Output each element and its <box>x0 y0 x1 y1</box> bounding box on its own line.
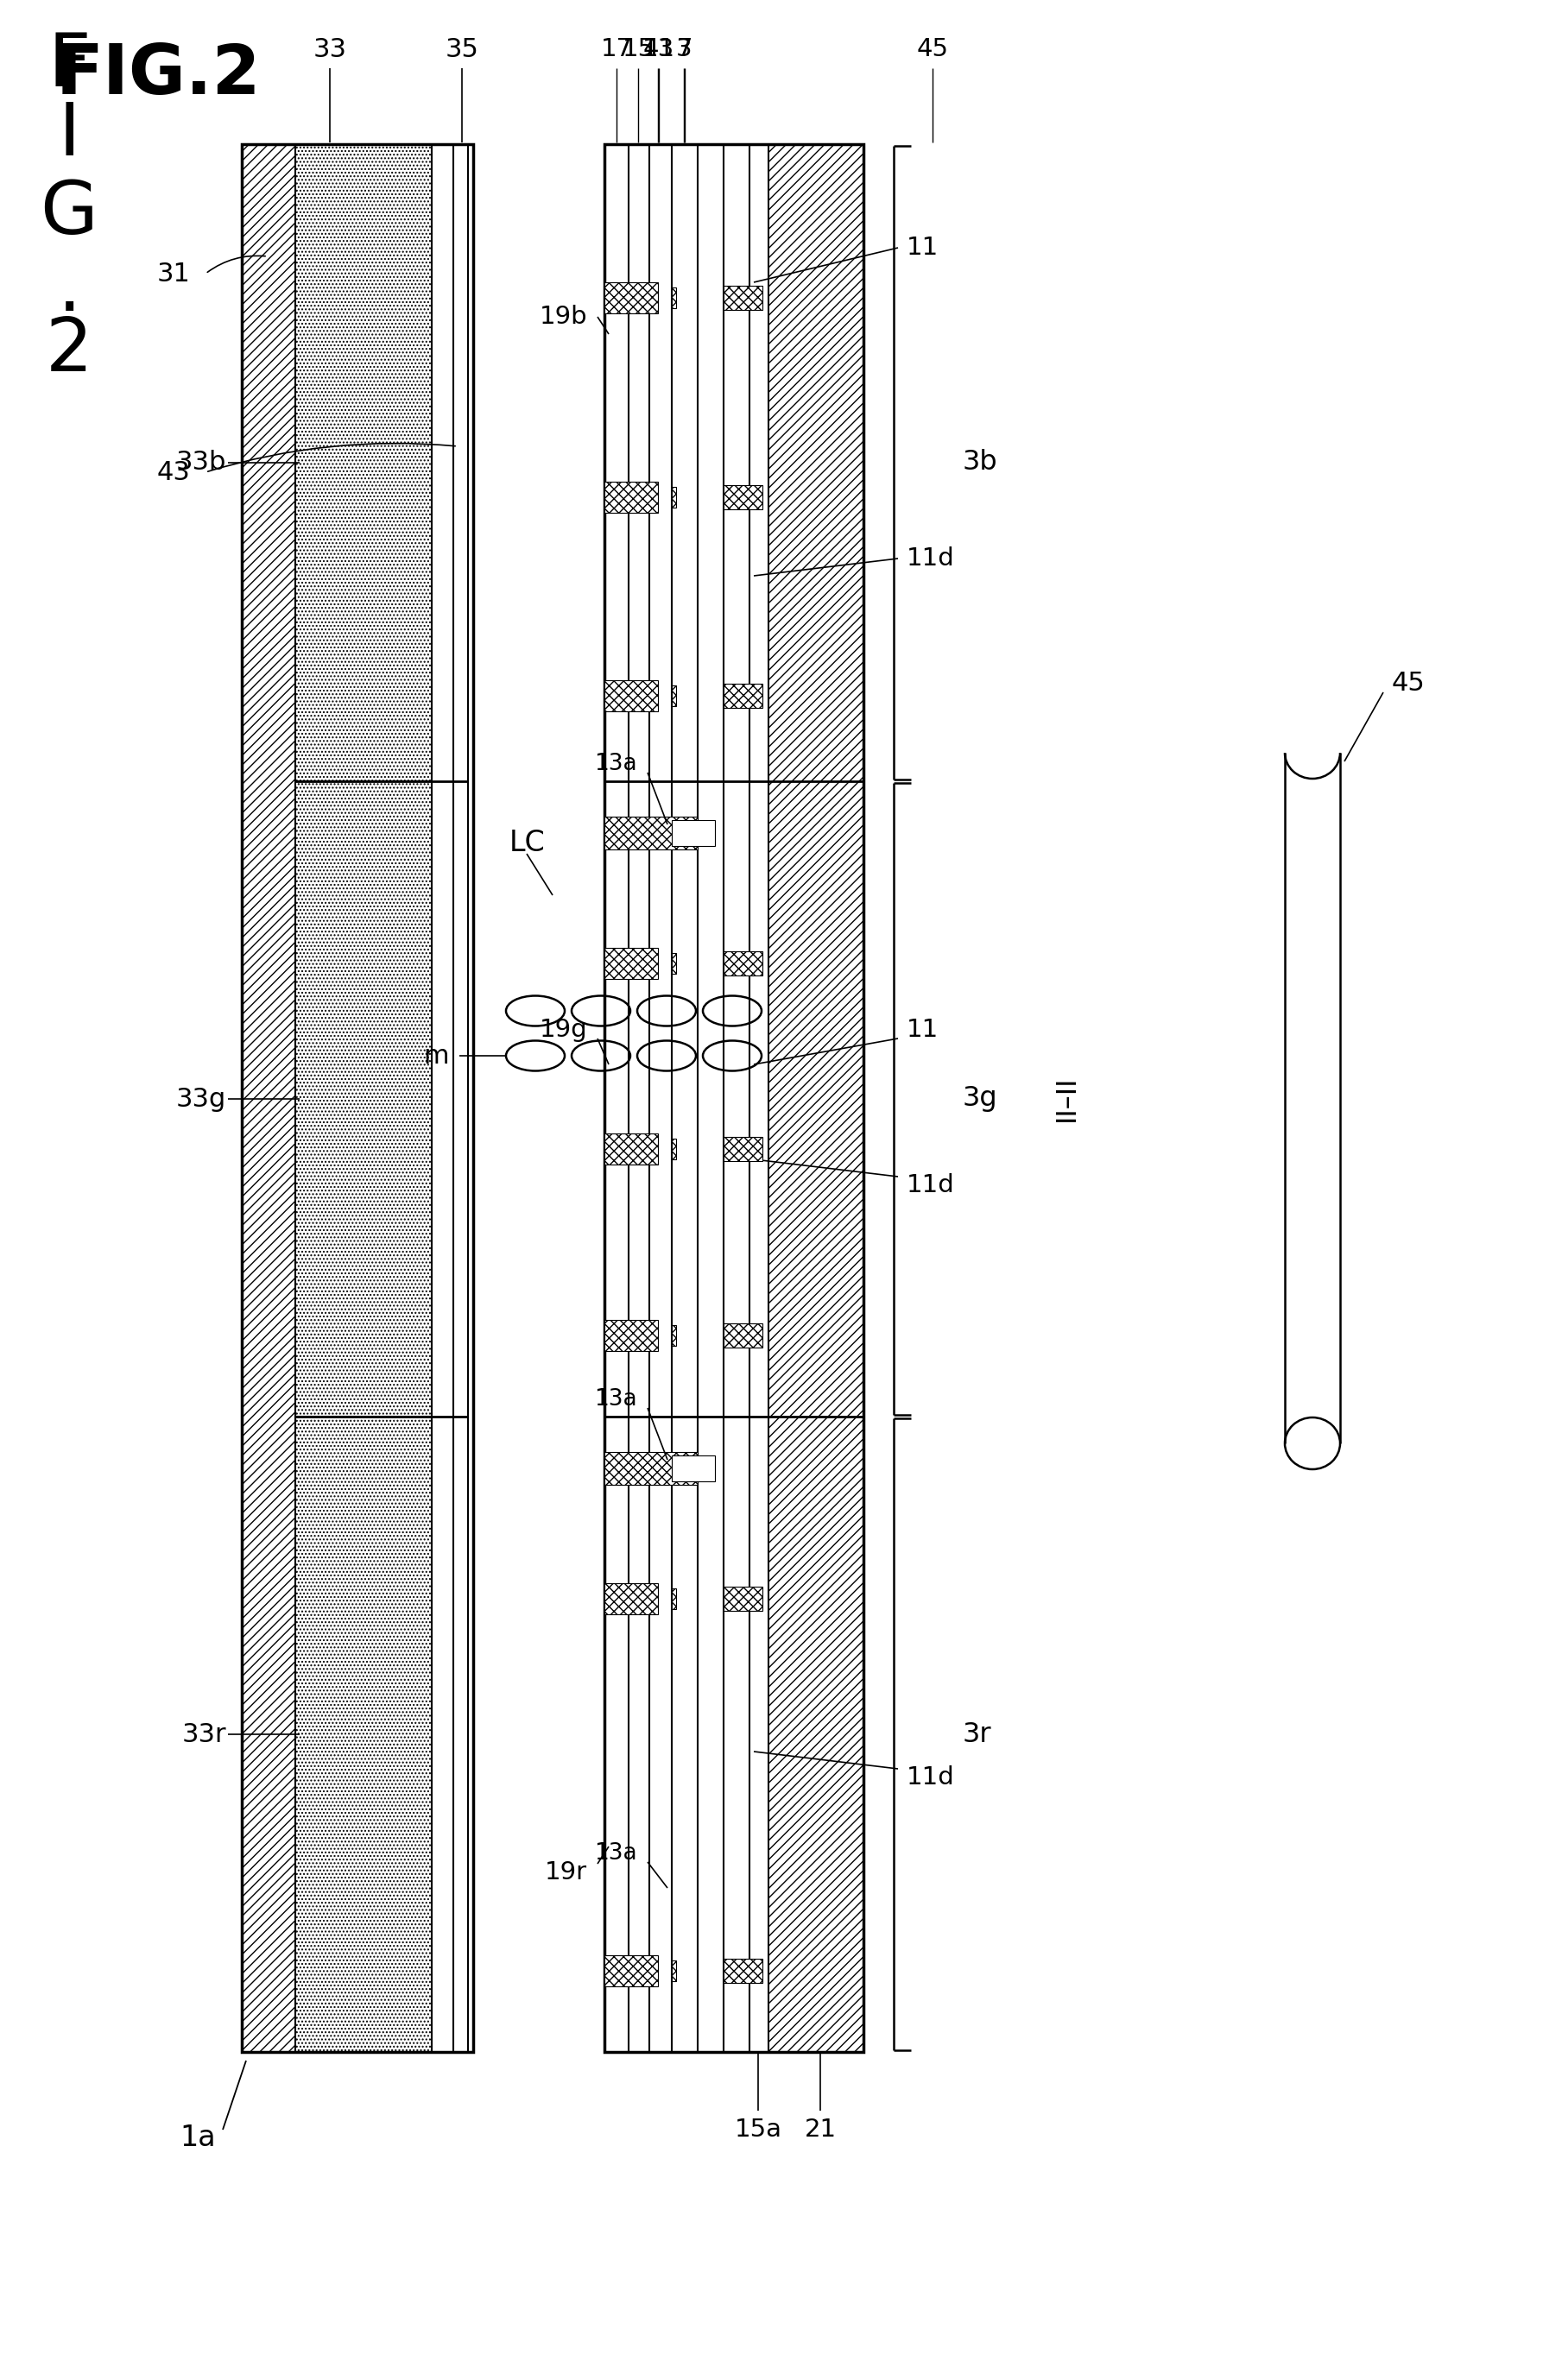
Bar <box>671 145 697 2052</box>
Bar <box>242 145 474 2052</box>
Text: 33b: 33b <box>176 450 227 476</box>
Bar <box>671 1326 676 1345</box>
Bar <box>724 145 750 2052</box>
Bar <box>724 486 762 509</box>
Bar <box>605 1133 657 1164</box>
Text: 1a: 1a <box>181 2123 216 2152</box>
Bar <box>605 145 864 2052</box>
Text: 11d: 11d <box>907 547 955 571</box>
Text: 13a: 13a <box>594 752 637 776</box>
Text: 33r: 33r <box>182 1721 227 1747</box>
Bar <box>295 145 432 2052</box>
Bar <box>650 145 671 2052</box>
Text: 33g: 33g <box>176 1085 227 1111</box>
Text: 17: 17 <box>600 38 633 62</box>
Bar <box>724 1587 762 1611</box>
Bar <box>605 145 628 2052</box>
Bar <box>671 1587 676 1609</box>
Bar <box>724 286 762 309</box>
Text: 13a: 13a <box>594 1388 637 1411</box>
Bar <box>605 283 657 314</box>
Ellipse shape <box>637 1040 696 1071</box>
Text: .: . <box>57 255 80 326</box>
Bar <box>628 145 650 2052</box>
Text: 3g: 3g <box>963 1085 998 1111</box>
Text: 45: 45 <box>917 38 949 62</box>
Text: 11d: 11d <box>907 1766 955 1790</box>
Bar <box>242 145 474 2052</box>
Text: 11: 11 <box>907 1019 938 1042</box>
Bar <box>671 1140 676 1159</box>
Ellipse shape <box>506 995 565 1026</box>
Text: 11: 11 <box>907 236 938 259</box>
Text: 35: 35 <box>446 36 478 62</box>
Text: 21: 21 <box>804 2118 836 2142</box>
Text: F: F <box>48 31 91 102</box>
Text: 13: 13 <box>642 38 674 62</box>
Bar <box>605 481 657 512</box>
Text: 41: 41 <box>643 38 674 62</box>
Text: 19g: 19g <box>539 1019 588 1042</box>
Bar <box>605 816 697 850</box>
Bar <box>671 821 714 845</box>
Bar <box>605 1583 657 1614</box>
Text: 15: 15 <box>622 38 654 62</box>
Text: G: G <box>40 178 97 250</box>
Bar <box>671 1961 676 1980</box>
Bar <box>454 145 474 2052</box>
Ellipse shape <box>571 995 631 1026</box>
Bar <box>605 145 864 2052</box>
Ellipse shape <box>704 1040 762 1071</box>
Bar <box>432 145 454 2052</box>
Text: 33: 33 <box>313 36 347 62</box>
Bar <box>724 1138 762 1161</box>
Text: 2: 2 <box>45 317 93 388</box>
Text: LC: LC <box>509 828 546 857</box>
Text: 45: 45 <box>1392 671 1426 697</box>
Bar <box>724 952 762 976</box>
Text: 3: 3 <box>676 38 691 62</box>
Text: FIG.2: FIG.2 <box>56 40 261 109</box>
Bar <box>671 288 676 309</box>
Text: II–II: II–II <box>1052 1076 1080 1121</box>
Bar <box>724 683 762 707</box>
Bar <box>605 1956 657 1987</box>
Bar <box>605 681 657 712</box>
Text: 13a: 13a <box>594 1842 637 1864</box>
Bar <box>671 1457 714 1480</box>
Bar <box>671 952 676 973</box>
Ellipse shape <box>637 995 696 1026</box>
Text: 3r: 3r <box>963 1721 992 1747</box>
Bar <box>605 1321 657 1352</box>
Text: I: I <box>59 100 80 171</box>
Bar <box>605 947 657 978</box>
Ellipse shape <box>1285 1418 1339 1468</box>
Ellipse shape <box>1285 726 1339 778</box>
Text: 11d: 11d <box>907 1173 955 1197</box>
Text: m: m <box>423 1042 449 1069</box>
Bar <box>671 486 676 507</box>
Ellipse shape <box>571 1040 631 1071</box>
Bar <box>724 1959 762 1983</box>
Text: 15a: 15a <box>734 2118 782 2142</box>
Bar <box>605 1452 697 1485</box>
Bar <box>671 685 676 707</box>
Ellipse shape <box>704 995 762 1026</box>
Ellipse shape <box>506 1040 565 1071</box>
Bar <box>697 145 724 2052</box>
Text: 19b: 19b <box>539 305 588 328</box>
Text: 3b: 3b <box>963 450 998 476</box>
Bar <box>750 145 768 2052</box>
Text: 7: 7 <box>677 38 693 62</box>
Text: 31: 31 <box>156 262 190 286</box>
Bar <box>724 1323 762 1347</box>
Text: 43: 43 <box>156 459 190 486</box>
Bar <box>1284 726 1342 752</box>
Text: 19r: 19r <box>545 1861 588 1885</box>
